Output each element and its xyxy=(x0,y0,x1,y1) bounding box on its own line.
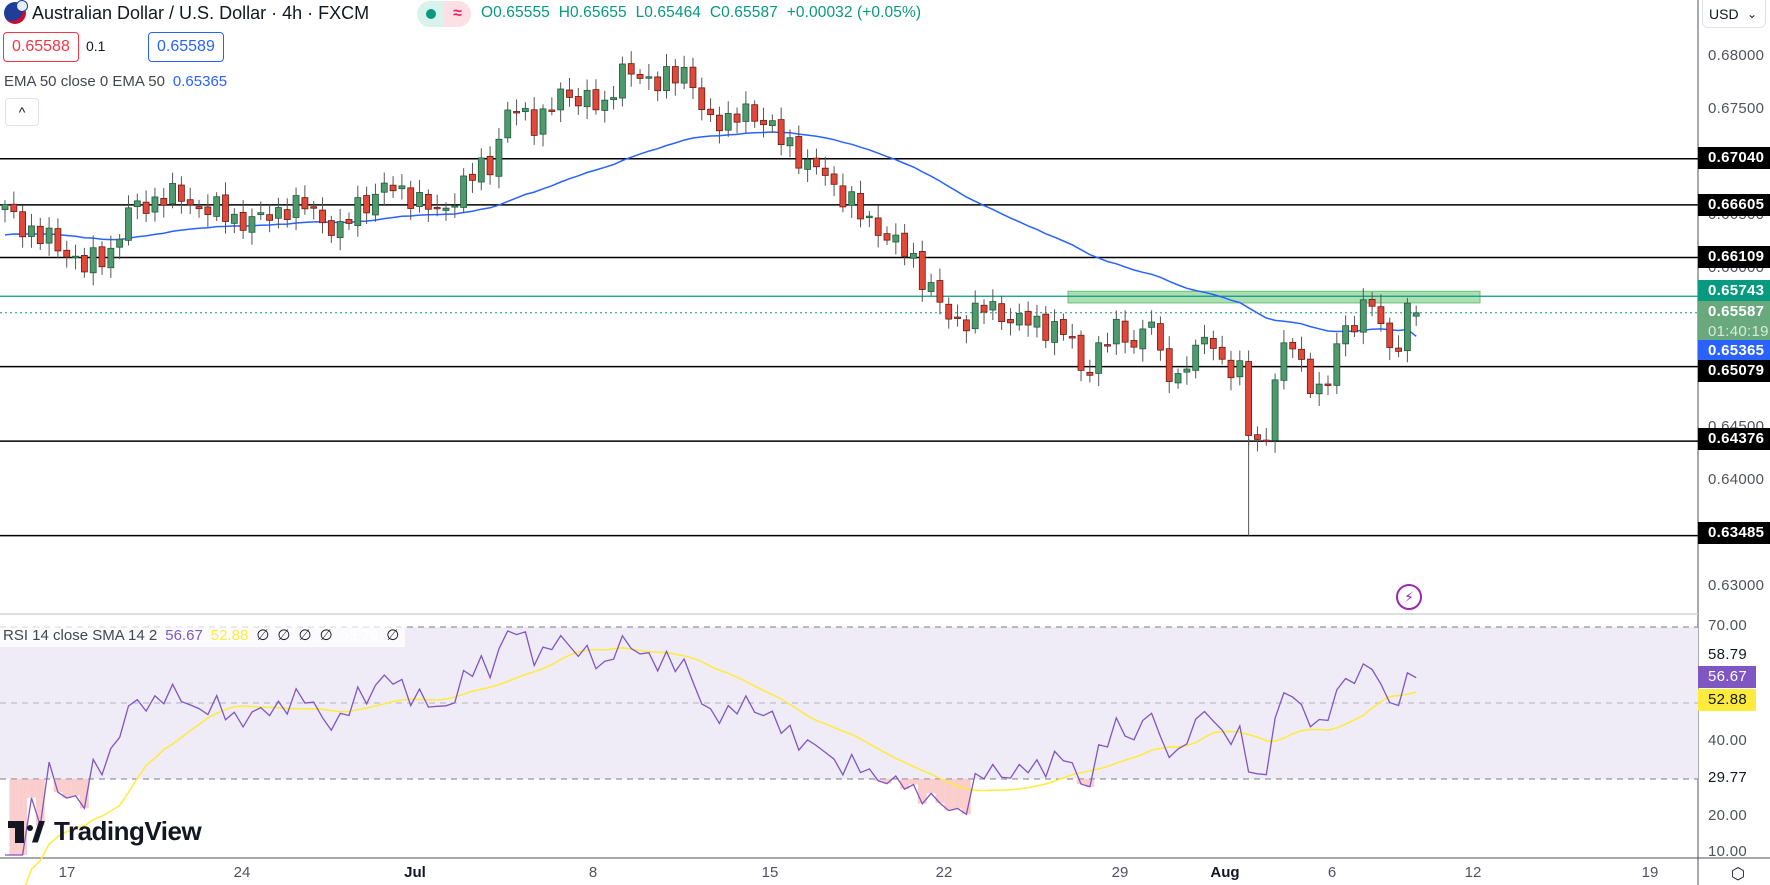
rsi-upper-tag: 58.79 xyxy=(1708,646,1748,663)
rsi-tick: 70.00 xyxy=(1708,617,1748,634)
rsi-tick: 40.00 xyxy=(1708,732,1748,749)
level-tag-r3: 0.66109 xyxy=(1698,246,1770,268)
candles xyxy=(1,51,1420,453)
ema-price-tag: 0.65365 xyxy=(1698,340,1770,362)
rsi-legend-value: 56.67 xyxy=(165,626,203,644)
time-tick: 6 xyxy=(1327,864,1337,881)
price-tick: 0.67500 xyxy=(1708,100,1765,117)
spread-value: 0.1 xyxy=(86,38,106,54)
rsi-hidden-value: 58.79 xyxy=(340,626,379,644)
currency-label: USD xyxy=(1709,5,1739,22)
tradingview-logo-text: TradingView xyxy=(54,816,202,846)
time-tick: 12 xyxy=(1464,864,1482,881)
current-price-tag: 0.65587 01:40:19 xyxy=(1698,301,1770,345)
rsi-null-1: ∅ xyxy=(256,627,270,644)
ohlc-change: +0.00032 (+0.05%) xyxy=(786,4,922,21)
current-price: 0.65587 xyxy=(1708,303,1765,320)
price-tick: 0.64000 xyxy=(1708,471,1765,488)
bar-countdown: 01:40:19 xyxy=(1708,323,1769,340)
rsi-null-2: ∅ xyxy=(277,627,291,644)
status-pill[interactable]: ≈ xyxy=(417,1,471,27)
price-tick: 0.63000 xyxy=(1708,577,1765,594)
time-tick: 24 xyxy=(233,864,251,881)
settings-icon[interactable]: ⬡ xyxy=(1731,866,1745,883)
time-tick: 17 xyxy=(58,864,76,881)
tradingview-logo[interactable]: TradingView xyxy=(8,816,202,847)
ohlc-high: H0.65655 xyxy=(558,4,627,21)
price-tick: 0.68000 xyxy=(1708,47,1765,64)
rsi-null-4: ∅ xyxy=(319,627,333,644)
symbol-header[interactable]: Australian Dollar / U.S. Dollar · 4h · F… xyxy=(4,0,370,24)
chevron-down-icon: ⌄ xyxy=(1746,6,1757,21)
ohlc-low: L0.65464 xyxy=(635,4,702,21)
rsi-null-5: ∅ xyxy=(386,627,400,644)
approx-icon[interactable]: ≈ xyxy=(444,1,471,27)
time-tick: 22 xyxy=(935,864,953,881)
time-tick: 8 xyxy=(588,864,598,881)
rsi-tick: 10.00 xyxy=(1708,843,1748,856)
level-tag-s2: 0.64376 xyxy=(1698,428,1770,450)
time-tick: Aug xyxy=(1210,864,1240,881)
level-tag-s3: 0.63485 xyxy=(1698,522,1770,544)
rsi-value-tag: 56.67 xyxy=(1698,666,1756,688)
ema-legend-value: 0.65365 xyxy=(172,73,228,90)
level-tag-r1: 0.67040 xyxy=(1698,147,1770,169)
rsi-legend[interactable]: RSI 14 close SMA 14 2 56.67 52.88 ∅ ∅ ∅ … xyxy=(0,623,406,647)
sell-button[interactable]: 0.65588 xyxy=(3,32,79,62)
rsi-tick: 20.00 xyxy=(1708,807,1748,824)
au-us-flag-icon xyxy=(4,0,28,24)
rsi-lower-tag: 29.77 xyxy=(1708,769,1748,786)
level-tag-s1: 0.65079 xyxy=(1698,360,1770,382)
rsi-sma-tag: 52.88 xyxy=(1698,689,1756,711)
level-tag-r2: 0.66605 xyxy=(1698,194,1770,216)
chevron-up-icon: ^ xyxy=(18,104,26,120)
time-tick: 19 xyxy=(1641,864,1659,881)
buy-button[interactable]: 0.65589 xyxy=(148,32,224,62)
flash-icon[interactable]: ⚡ xyxy=(1396,584,1422,610)
rsi-null-3: ∅ xyxy=(298,627,312,644)
market-open-dot-icon[interactable] xyxy=(417,1,444,27)
symbol-title: Australian Dollar / U.S. Dollar · 4h · F… xyxy=(32,2,370,23)
ema-legend-label: EMA 50 close 0 EMA 50 xyxy=(4,73,165,90)
ohlc-open: O0.65555 xyxy=(481,4,550,21)
zone-price-tag: 0.65743 xyxy=(1698,280,1770,302)
time-tick: Jul xyxy=(404,864,426,881)
collapse-legend-button[interactable]: ^ xyxy=(5,98,39,126)
ohlc-values: O0.65555 H0.65655 L0.65464 C0.65587 +0.0… xyxy=(481,4,921,22)
tradingview-logo-icon xyxy=(8,820,46,843)
rsi-legend-label: RSI 14 close SMA 14 2 xyxy=(3,626,158,644)
currency-dropdown[interactable]: USD ⌄ xyxy=(1702,0,1766,28)
ema-legend[interactable]: EMA 50 close 0 EMA 50 0.65365 xyxy=(4,73,227,90)
rsi-sma-legend-value: 52.88 xyxy=(210,626,249,644)
time-tick: 29 xyxy=(1111,864,1129,881)
ohlc-close: C0.65587 xyxy=(709,4,778,21)
time-tick: 15 xyxy=(761,864,779,881)
